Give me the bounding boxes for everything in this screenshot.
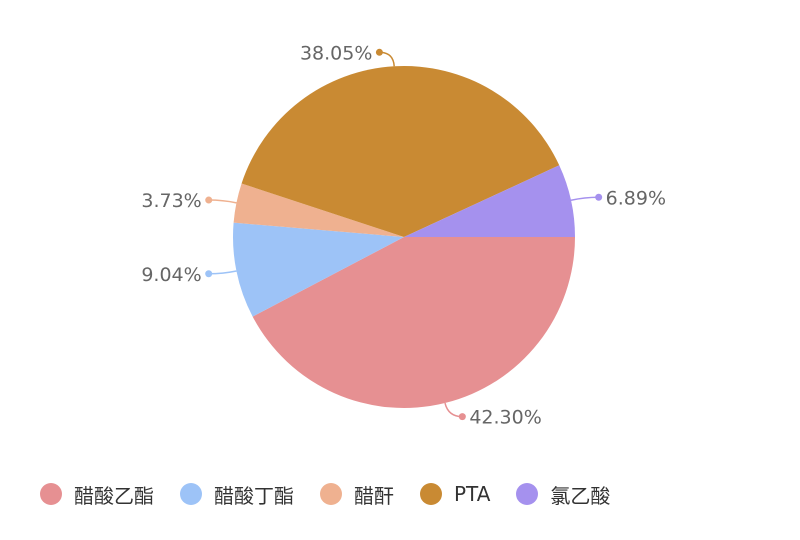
pie-slice-acetic-anhydride[interactable]	[233, 183, 404, 238]
legend-label: PTA	[454, 482, 491, 506]
pie-chart: 42.30% 9.04% 3.73% 38.05% 6.89%	[141, 42, 666, 428]
pie-label-pta: 38.05%	[300, 42, 372, 64]
leader-dot-acetic-anhydride	[205, 196, 213, 204]
pie-label-ethyl-acetate: 42.30%	[469, 407, 541, 429]
pie-slice-butyl-acetate[interactable]	[232, 222, 404, 317]
legend-swatch	[320, 483, 342, 505]
leader-line-acetic-anhydride	[208, 199, 237, 204]
legend: 醋酸乙酯 醋酸丁酯 醋酐 PTA 氯乙酸	[40, 476, 636, 512]
legend-item-pta[interactable]: PTA	[420, 482, 490, 506]
legend-label: 醋酐	[354, 483, 394, 508]
pie-slice-chloroacetic-acid[interactable]	[404, 165, 575, 237]
legend-label: 醋酸丁酯	[214, 483, 294, 508]
legend-swatch	[40, 483, 62, 505]
pie-label-chloroacetic-acid: 6.89%	[606, 187, 666, 209]
pie-slice-ethyl-acetate[interactable]	[252, 237, 575, 408]
legend-swatch	[420, 483, 442, 505]
pie-slices	[232, 65, 575, 408]
leader-line-chloroacetic-acid	[570, 196, 599, 202]
leader-dot-ethyl-acetate	[458, 413, 466, 421]
pie-label-acetic-anhydride: 3.73%	[141, 190, 201, 212]
pie-label-butyl-acetate: 9.04%	[141, 264, 201, 286]
leader-dot-pta	[375, 48, 383, 56]
legend-item-acetic-anhydride[interactable]: 醋酐	[320, 480, 394, 509]
leader-dot-chloroacetic-acid	[595, 193, 603, 201]
legend-label: 醋酸乙酯	[74, 483, 154, 508]
pie-leader-lines	[205, 48, 603, 421]
legend-swatch	[516, 483, 539, 505]
leader-line-butyl-acetate	[208, 270, 237, 275]
legend-item-ethyl-acetate[interactable]: 醋酸乙酯	[40, 480, 154, 509]
legend-label: 氯乙酸	[550, 483, 611, 508]
pie-slice-pta[interactable]	[241, 65, 560, 237]
legend-item-butyl-acetate[interactable]: 醋酸丁酯	[180, 480, 294, 509]
legend-swatch	[180, 483, 202, 505]
leader-dot-butyl-acetate	[205, 270, 213, 278]
legend-item-chloroacetic-acid[interactable]: 氯乙酸	[516, 480, 610, 509]
pie-labels: 42.30% 9.04% 3.73% 38.05% 6.89%	[141, 42, 666, 428]
